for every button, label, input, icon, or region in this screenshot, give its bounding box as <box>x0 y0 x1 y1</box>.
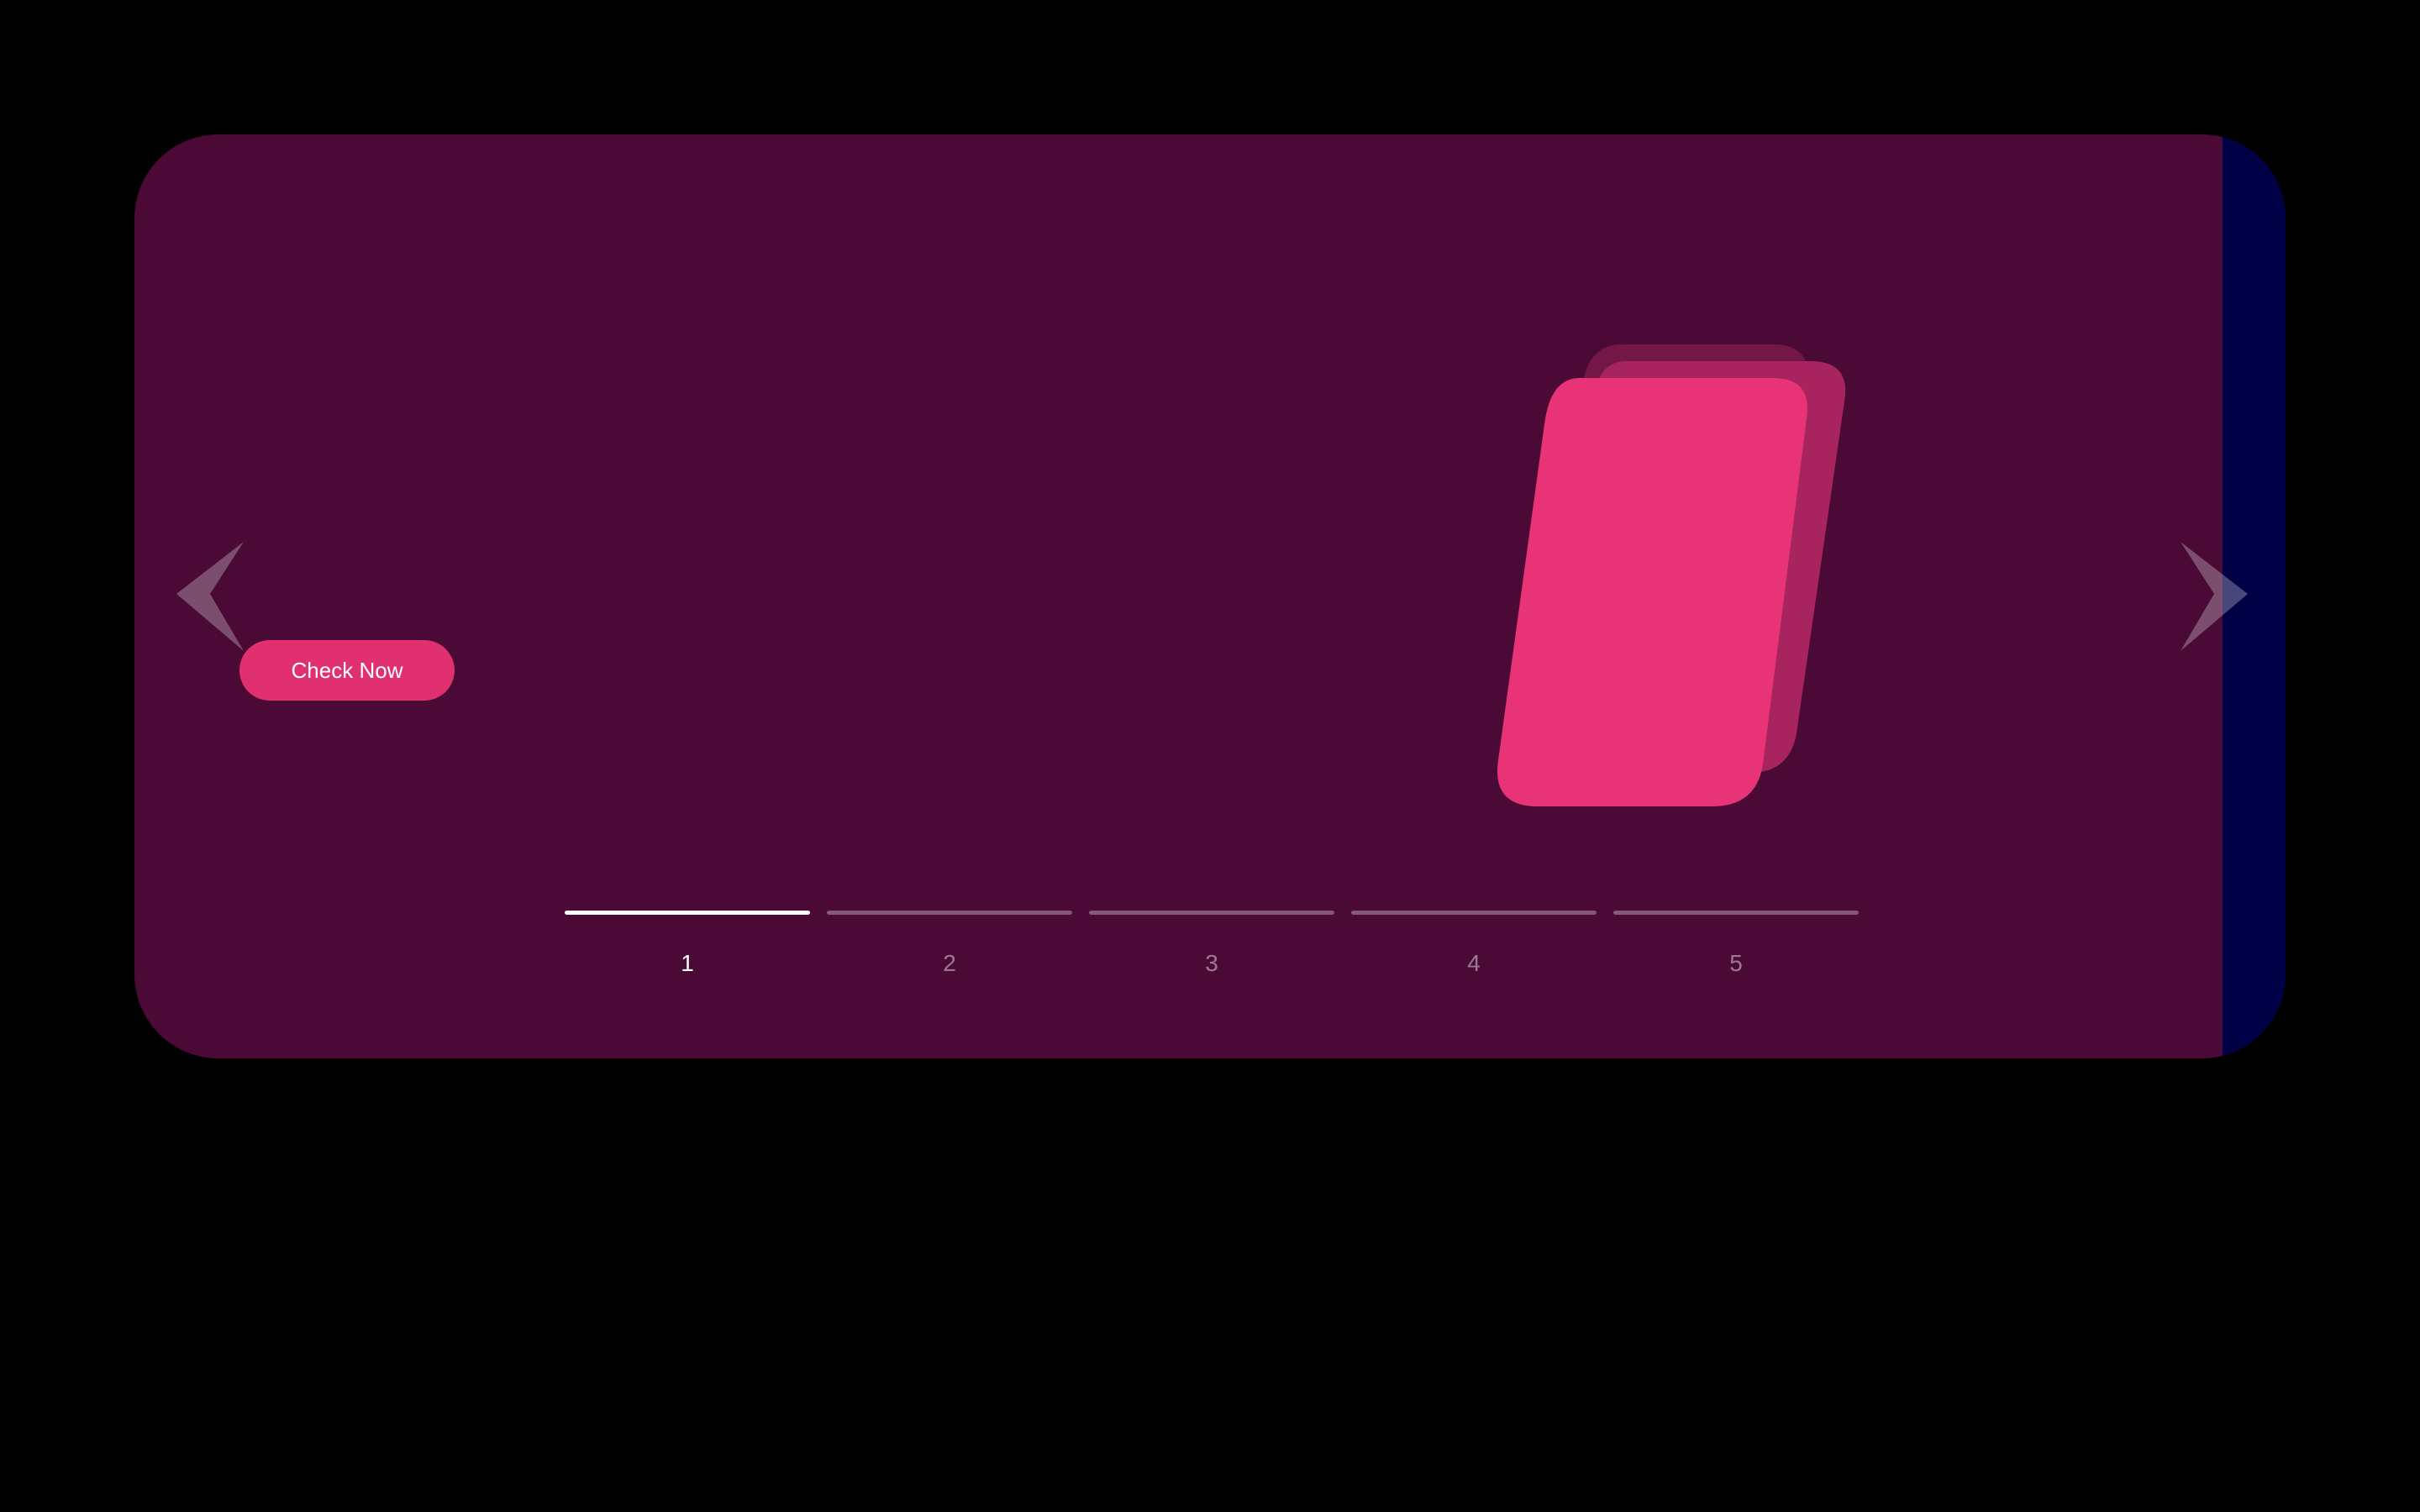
check-now-button[interactable]: Check Now <box>239 640 455 701</box>
pager-label: 3 <box>1205 950 1218 976</box>
card-stack-illustration <box>1496 344 1966 832</box>
pager-label: 4 <box>1467 950 1481 976</box>
pager-label: 5 <box>1729 950 1743 976</box>
next-slide-peek <box>2223 134 2286 1058</box>
card-front <box>1497 378 1807 806</box>
pager-progress-bar <box>565 911 810 915</box>
pager-progress-bar <box>827 911 1072 915</box>
pager-label: 2 <box>943 950 956 976</box>
pager-item[interactable]: 1 <box>565 911 810 978</box>
hero-carousel: Check Now 1 2 3 4 5 <box>134 134 2286 1058</box>
pager-progress-bar <box>1613 911 1859 915</box>
pager-progress-bar <box>1089 911 1334 915</box>
pager-progress-bar <box>1351 911 1597 915</box>
next-slide-button[interactable] <box>2172 542 2248 651</box>
pager-label: 1 <box>681 950 694 976</box>
chevron-right-icon <box>2181 542 2248 651</box>
pager-item[interactable]: 5 <box>1613 911 1859 978</box>
slide-pager: 1 2 3 4 5 <box>565 911 1859 978</box>
pager-item[interactable]: 2 <box>827 911 1072 978</box>
chevron-left-icon <box>176 542 244 651</box>
pager-item[interactable]: 3 <box>1089 911 1334 978</box>
pager-item[interactable]: 4 <box>1351 911 1597 978</box>
prev-slide-button[interactable] <box>176 542 252 651</box>
